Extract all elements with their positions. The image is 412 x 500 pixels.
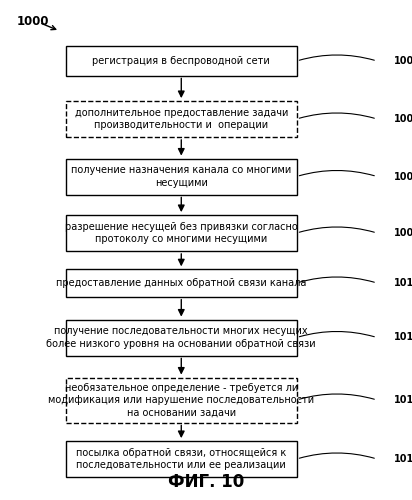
Text: 1000: 1000 xyxy=(16,15,49,28)
Text: посылка обратной связи, относящейся к
последовательности или ее реализации: посылка обратной связи, относящейся к по… xyxy=(76,448,286,470)
Text: получение назначения канала со многими
несущими: получение назначения канала со многими н… xyxy=(71,166,291,188)
Text: разрешение несущей без привязки согласно
протоколу со многими несущими: разрешение несущей без привязки согласно… xyxy=(65,222,297,244)
Text: предоставление данных обратной связи канала: предоставление данных обратной связи кан… xyxy=(56,278,307,288)
Text: 1014: 1014 xyxy=(393,395,412,405)
Bar xyxy=(66,46,297,76)
Bar xyxy=(66,269,297,296)
Text: 1004: 1004 xyxy=(393,114,412,124)
Text: регистрация в беспроводной сети: регистрация в беспроводной сети xyxy=(92,56,270,66)
Bar xyxy=(66,158,297,194)
Text: получение последовательности многих несущих
более низкого уровня на основании об: получение последовательности многих несу… xyxy=(47,326,316,348)
Text: ФИГ. 10: ФИГ. 10 xyxy=(168,473,244,491)
Bar xyxy=(66,215,297,251)
Text: 1012: 1012 xyxy=(393,332,412,342)
Text: 1002: 1002 xyxy=(393,56,412,66)
Bar xyxy=(66,378,297,422)
Bar xyxy=(66,320,297,356)
Text: дополнительное предоставление задачи
производительности и  операции: дополнительное предоставление задачи про… xyxy=(75,108,288,130)
Text: 1008: 1008 xyxy=(393,228,412,238)
Bar xyxy=(66,101,297,137)
Text: необязательное определение - требуется ли
модификация или нарушение последовател: необязательное определение - требуется л… xyxy=(48,382,314,418)
Text: 1016: 1016 xyxy=(393,454,412,464)
Bar xyxy=(66,441,297,477)
Text: 1006: 1006 xyxy=(393,172,412,181)
Text: 1010: 1010 xyxy=(393,278,412,288)
